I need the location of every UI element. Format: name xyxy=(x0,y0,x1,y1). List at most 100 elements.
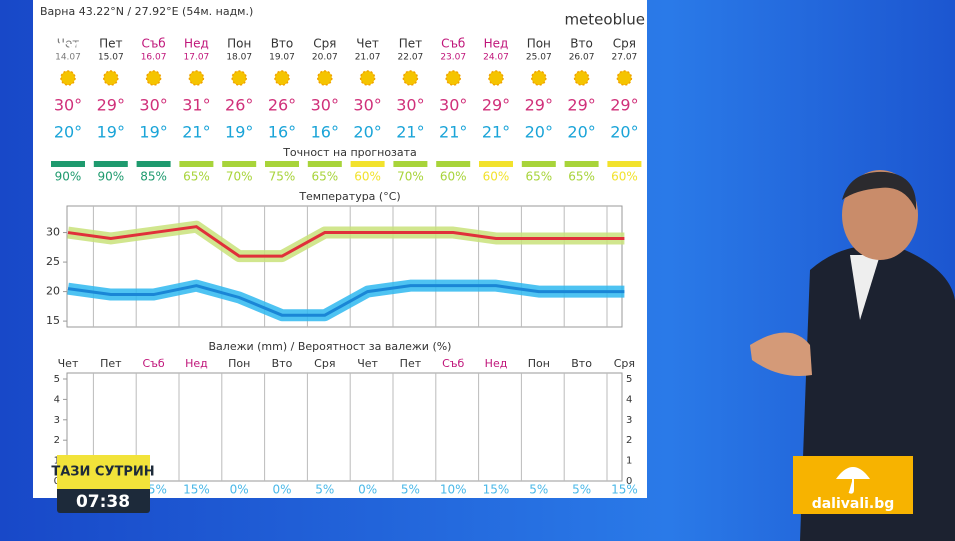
content: Варна 43.22°N / 27.92°E (54м. надм.) mete… xyxy=(40,5,913,514)
y2-tick-label: 0 xyxy=(626,476,632,487)
day-date: 22.07 xyxy=(398,53,424,63)
accuracy-label: 60% xyxy=(483,170,510,184)
precip-probability: 5% xyxy=(401,483,420,497)
precip-probability: 0% xyxy=(272,483,291,497)
y-tick-label: 2 xyxy=(54,435,60,446)
temp-high: 30° xyxy=(311,96,339,115)
y-tick-label: 30 xyxy=(46,226,60,239)
accuracy-bar xyxy=(350,161,385,167)
accuracy-label: 90% xyxy=(55,170,82,184)
precip-probability: 5% xyxy=(572,483,591,497)
temp-low: 21° xyxy=(482,123,510,142)
channel-logo-bg xyxy=(52,30,100,62)
day-date: 17.07 xyxy=(184,53,210,63)
day-name: Вто xyxy=(271,37,294,51)
y2-tick-label: 5 xyxy=(626,374,632,385)
day-name: Нед xyxy=(184,37,209,51)
temp-low: 21° xyxy=(182,123,210,142)
day-date: 19.07 xyxy=(269,53,295,63)
precip-day: Съб xyxy=(142,357,164,370)
accuracy-label: 65% xyxy=(525,170,552,184)
temp-high: 26° xyxy=(225,96,253,115)
precip-probability: 5% xyxy=(529,483,548,497)
precip-day: Сря xyxy=(614,357,635,370)
y-tick-label: 1 xyxy=(54,456,60,467)
accuracy-bar xyxy=(479,161,513,167)
precip-probability: 15% xyxy=(483,483,510,497)
sun-icon xyxy=(60,70,76,86)
accuracy-label: 65% xyxy=(311,170,338,184)
precip-day: Вто xyxy=(272,357,293,370)
temp-low: 20° xyxy=(610,123,638,142)
y-tick-label: 15 xyxy=(46,314,60,327)
day-date: 14.07 xyxy=(55,53,81,63)
day-date: 20.07 xyxy=(312,53,338,63)
day-name: Нед xyxy=(484,37,509,51)
temp-low: 16° xyxy=(268,123,296,142)
accuracy-bar xyxy=(436,161,471,167)
temp-high: 29° xyxy=(567,96,595,115)
show-title: ТАЗИ СУТРИН xyxy=(51,465,154,480)
day-date: 24.07 xyxy=(483,53,509,63)
temperature-line xyxy=(67,225,625,258)
accuracy-bar xyxy=(393,161,428,167)
precip-probability: 10% xyxy=(440,483,467,497)
temp-low: 19° xyxy=(139,123,167,142)
accuracy-label: 60% xyxy=(440,170,467,184)
temp-high: 29° xyxy=(525,96,553,115)
accuracy-title: Точност на прогнозата xyxy=(282,146,417,159)
temperature-line xyxy=(67,284,625,317)
sun-icon xyxy=(531,70,547,86)
accuracy-label: 90% xyxy=(97,170,124,184)
day-date: 26.07 xyxy=(569,53,595,63)
temp-low: 21° xyxy=(396,123,424,142)
precip-day: Пон xyxy=(228,357,250,370)
temp-low: 20° xyxy=(353,123,381,142)
temp-low: 21° xyxy=(439,123,467,142)
temp-low: 19° xyxy=(225,123,253,142)
accuracy-bar xyxy=(307,161,342,167)
sun-icon xyxy=(188,70,205,86)
sun-icon xyxy=(616,70,633,86)
accuracy-label: 60% xyxy=(611,170,638,184)
y-tick-label: 25 xyxy=(46,255,60,268)
accuracy-label: 85% xyxy=(140,170,167,184)
y2-tick-label: 2 xyxy=(626,435,632,446)
day-name: Пет xyxy=(399,37,422,51)
temp-high: 30° xyxy=(396,96,424,115)
sun-icon xyxy=(274,70,290,86)
accuracy-bar xyxy=(521,161,556,167)
accuracy-bar xyxy=(222,161,257,167)
day-name: Сря xyxy=(613,37,636,51)
sun-icon xyxy=(103,70,119,86)
sun-icon xyxy=(488,70,504,86)
day-date: 18.07 xyxy=(226,53,252,63)
day-date: 27.07 xyxy=(612,53,638,63)
precip-probability: 15% xyxy=(611,483,638,497)
precip-day: Пет xyxy=(400,357,422,370)
temp-high: 30° xyxy=(54,96,82,115)
precip-day: Пон xyxy=(528,357,550,370)
accuracy-label: 65% xyxy=(183,170,210,184)
accuracy-bar xyxy=(93,161,128,167)
y-tick-label: 4 xyxy=(54,394,60,405)
sun-icon xyxy=(402,70,419,86)
y-tick-label: 0 xyxy=(54,476,60,487)
temp-high: 30° xyxy=(139,96,167,115)
temp-low: 16° xyxy=(311,123,339,142)
accuracy-label: 65% xyxy=(568,170,595,184)
temp-high: 31° xyxy=(182,96,210,115)
temp-low: 19° xyxy=(97,123,125,142)
day-name: Чет xyxy=(356,37,379,51)
precip-day: Нед xyxy=(485,357,508,370)
sun-icon xyxy=(317,70,333,86)
day-name: Съб xyxy=(441,37,465,51)
umbrella-icon xyxy=(835,467,871,494)
day-name: Сря xyxy=(313,37,336,51)
day-date: 23.07 xyxy=(440,53,466,63)
precip-probability: 5% xyxy=(315,483,334,497)
y-tick-label: 20 xyxy=(46,285,60,298)
precip-probability: 15% xyxy=(183,483,210,497)
day-name: Пон xyxy=(227,37,251,51)
